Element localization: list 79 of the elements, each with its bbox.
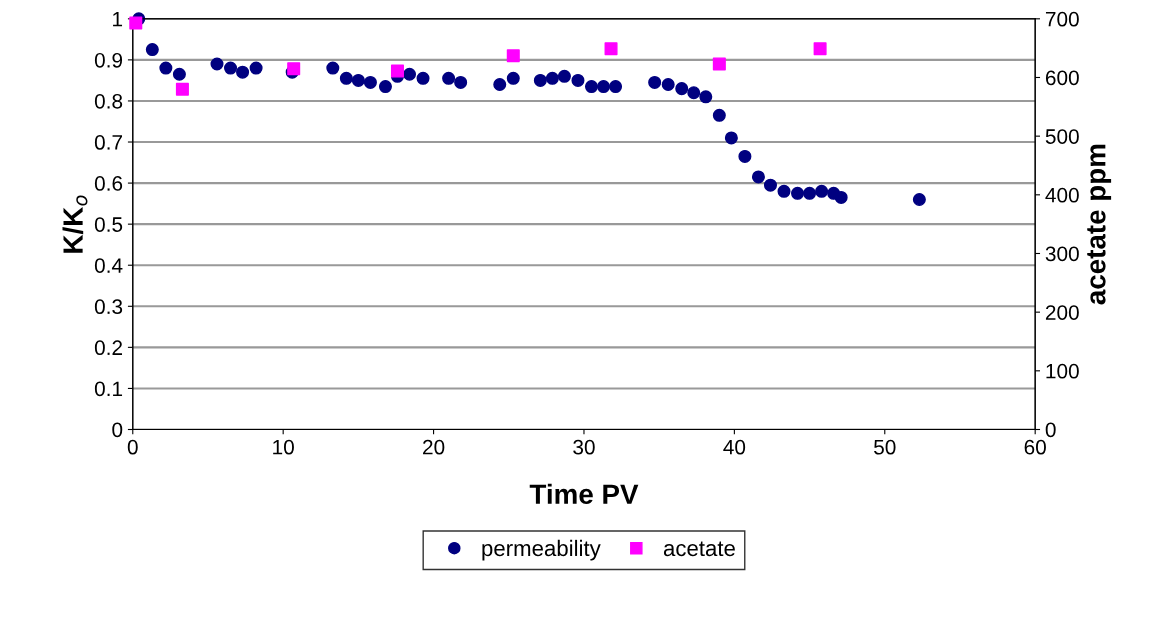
legend-label: acetate <box>663 541 735 557</box>
point <box>597 80 611 94</box>
point <box>172 67 186 81</box>
point <box>326 61 340 75</box>
legend-label: permeability <box>482 539 601 561</box>
y-tick-label: 0.8 <box>94 93 123 109</box>
y-tick-label: 0 <box>112 422 123 438</box>
y-tick-label: 0.5 <box>94 217 123 232</box>
point <box>912 193 926 207</box>
point <box>751 170 765 184</box>
x-tick-label: 30 <box>573 439 595 455</box>
point <box>712 108 726 122</box>
point <box>834 190 848 204</box>
point <box>224 61 238 75</box>
point <box>557 69 571 83</box>
point <box>571 73 585 87</box>
y2-tick-label: 100 <box>1046 363 1079 379</box>
x-tick-label: 50 <box>874 439 896 455</box>
y2-tick-label: 200 <box>1045 305 1079 320</box>
y-tick-label: 0.6 <box>94 176 123 191</box>
point <box>493 78 507 92</box>
point <box>442 71 456 85</box>
y-tick-label: 1 <box>113 12 123 27</box>
point <box>815 184 829 198</box>
point <box>803 186 817 200</box>
point <box>416 71 430 85</box>
y-tick-label: 0.4 <box>94 258 123 273</box>
y2-tick-label: 300 <box>1045 246 1079 262</box>
point <box>175 82 189 96</box>
y2-tick-label: 600 <box>1045 70 1079 86</box>
point <box>777 184 791 198</box>
point <box>648 75 662 89</box>
point <box>390 64 404 78</box>
point <box>675 82 689 96</box>
point <box>813 42 827 56</box>
point <box>506 49 520 63</box>
y2-tick-label: 700 <box>1045 11 1079 27</box>
point <box>159 61 173 75</box>
point <box>236 65 250 79</box>
point <box>454 75 468 89</box>
point <box>506 71 520 85</box>
point <box>604 42 618 56</box>
point <box>339 71 353 85</box>
x-tick-label: 20 <box>423 439 445 455</box>
y2-tick-label: 400 <box>1045 187 1079 203</box>
point <box>145 43 159 57</box>
x-tick-label: 10 <box>273 439 294 455</box>
point <box>724 131 738 145</box>
x-tick-label: 40 <box>723 439 746 455</box>
point <box>791 186 805 200</box>
y2-tick-label: 0 <box>1045 422 1056 438</box>
x-tick-label: 60 <box>1024 439 1046 455</box>
y-tick-label: 0.1 <box>94 381 123 397</box>
point <box>609 80 623 94</box>
y2-tick-label: 500 <box>1045 129 1079 144</box>
point <box>378 80 392 94</box>
x-axis-title: Time PV <box>529 483 639 505</box>
y-tick-label: 0.9 <box>94 52 123 68</box>
point <box>584 80 598 94</box>
point <box>210 57 224 71</box>
point <box>699 90 713 104</box>
point <box>687 86 701 100</box>
y-tick-label: 0.7 <box>94 135 123 150</box>
point <box>351 73 365 87</box>
point <box>403 67 417 81</box>
point <box>363 75 377 89</box>
y2-axis-title: acetate ppm <box>1087 144 1112 305</box>
y-tick-label: 0.3 <box>94 299 123 315</box>
point <box>533 73 547 87</box>
point <box>661 78 675 92</box>
point <box>763 178 777 192</box>
point <box>712 57 726 71</box>
point <box>249 61 263 75</box>
point <box>738 149 752 163</box>
x-tick-label: 0 <box>127 439 138 455</box>
y-axis-title: K/K$_{o}$ <box>62 195 88 253</box>
point <box>545 71 559 85</box>
y-tick-label: 0.2 <box>94 340 123 356</box>
point <box>129 16 143 30</box>
